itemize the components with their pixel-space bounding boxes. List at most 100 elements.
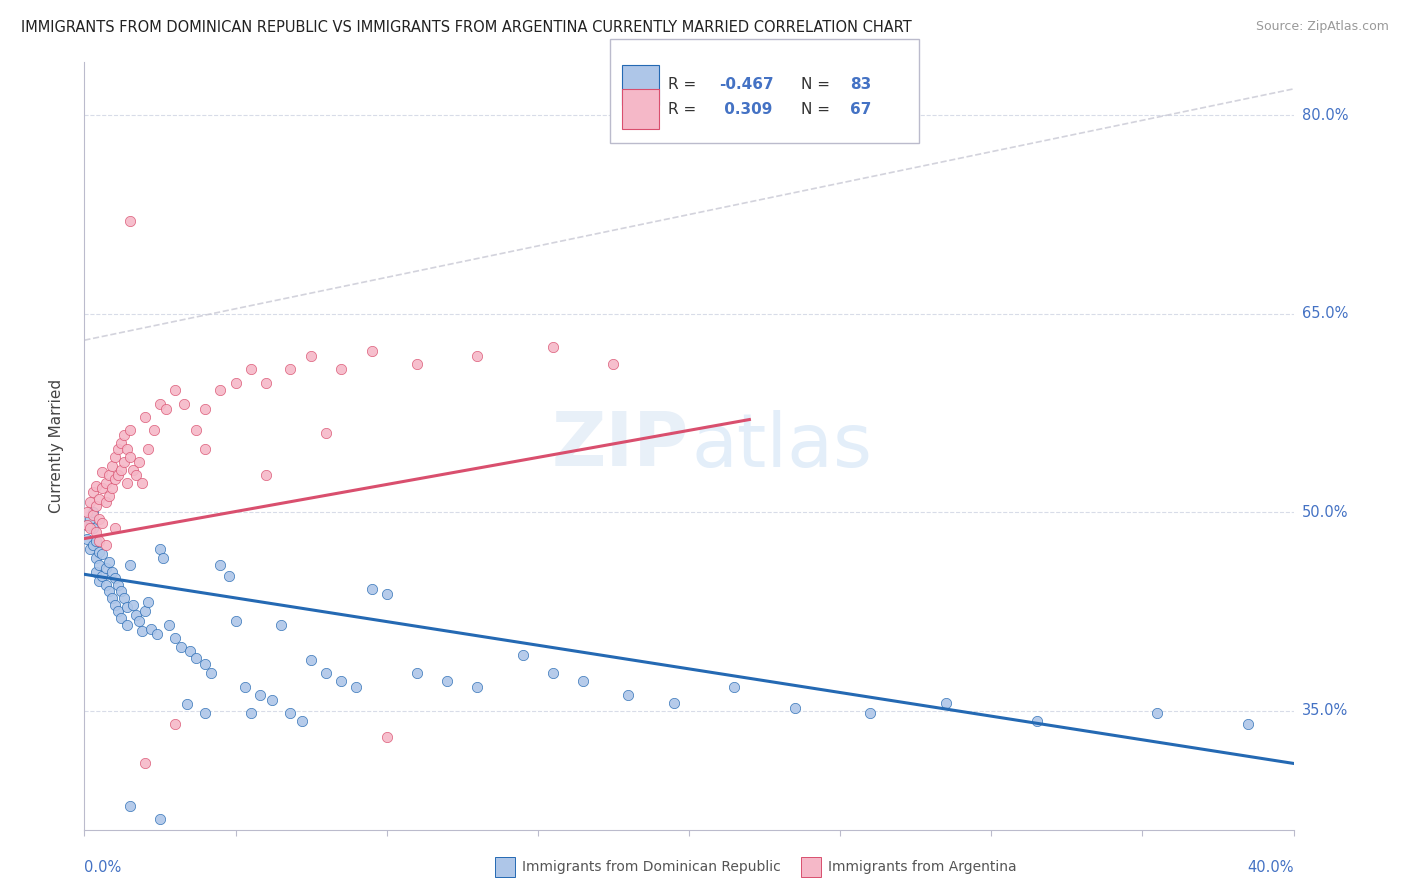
Point [91, 481, 114, 495]
Point [104, 521, 127, 535]
Point [360, 343, 382, 358]
Y-axis label: Currently Married: Currently Married [49, 379, 63, 513]
Point [406, 357, 429, 371]
Point [136, 442, 159, 456]
Point [149, 542, 172, 557]
Point [82, 505, 104, 519]
Point [1025, 714, 1047, 728]
Point [82, 521, 104, 535]
Point [299, 653, 322, 667]
Point [200, 666, 222, 681]
Text: R =: R = [668, 78, 702, 92]
Point [859, 706, 882, 721]
Point [107, 442, 129, 456]
Point [467, 680, 489, 694]
Point [209, 384, 232, 398]
Point [291, 714, 314, 728]
Point [330, 674, 353, 689]
Point [278, 362, 301, 376]
Text: 65.0%: 65.0% [1302, 306, 1348, 321]
Point [209, 558, 232, 572]
Point [170, 640, 193, 654]
Point [315, 425, 337, 440]
Point [194, 401, 217, 416]
Point [89, 534, 111, 549]
Point [375, 730, 398, 744]
Point [89, 491, 111, 506]
Point [97, 489, 120, 503]
Point [1237, 716, 1260, 731]
Text: Source: ZipAtlas.com: Source: ZipAtlas.com [1256, 20, 1389, 33]
Point [89, 545, 111, 559]
Point [76, 518, 98, 533]
Point [86, 499, 108, 513]
Point [94, 578, 117, 592]
Point [278, 706, 301, 721]
Text: atlas: atlas [692, 409, 872, 483]
Text: ZIP: ZIP [551, 409, 689, 483]
Point [165, 384, 187, 398]
Point [86, 534, 108, 549]
Point [110, 584, 132, 599]
Point [157, 617, 180, 632]
Text: 0.0%: 0.0% [84, 860, 121, 875]
Point [360, 582, 382, 596]
Text: 80.0%: 80.0% [1302, 108, 1348, 123]
Point [76, 505, 98, 519]
Point [86, 524, 108, 539]
Point [541, 340, 564, 354]
Point [89, 558, 111, 572]
Point [249, 688, 271, 702]
Point [79, 512, 101, 526]
Point [315, 666, 337, 681]
Point [94, 476, 117, 491]
Point [436, 674, 458, 689]
Point [76, 518, 98, 533]
Point [115, 442, 138, 456]
Point [617, 688, 640, 702]
Point [128, 455, 150, 469]
Point [86, 551, 108, 566]
Text: 35.0%: 35.0% [1302, 703, 1348, 718]
Point [112, 591, 135, 606]
Point [134, 409, 156, 424]
Point [541, 666, 564, 681]
Point [76, 532, 98, 546]
Point [89, 574, 111, 588]
Point [115, 600, 138, 615]
FancyBboxPatch shape [623, 89, 659, 129]
Text: 83: 83 [849, 78, 870, 92]
Point [94, 538, 117, 552]
Text: N =: N = [801, 78, 835, 92]
Point [134, 604, 156, 618]
Point [91, 516, 114, 530]
Point [194, 706, 217, 721]
Point [239, 362, 262, 376]
Point [346, 680, 368, 694]
Point [602, 357, 624, 371]
Text: -0.467: -0.467 [720, 78, 773, 92]
FancyBboxPatch shape [610, 39, 918, 143]
Point [107, 468, 129, 483]
Point [179, 644, 201, 658]
Point [270, 617, 292, 632]
Point [176, 697, 198, 711]
Point [165, 716, 187, 731]
Text: 0.309: 0.309 [720, 102, 772, 117]
Point [136, 595, 159, 609]
Point [254, 376, 277, 390]
Point [97, 584, 120, 599]
Point [330, 362, 353, 376]
Point [118, 214, 141, 228]
Point [100, 591, 122, 606]
Point [165, 631, 187, 645]
Point [935, 696, 957, 710]
Point [467, 349, 489, 363]
Point [100, 565, 122, 579]
Point [406, 666, 429, 681]
Point [82, 538, 104, 552]
Point [118, 423, 141, 437]
Point [572, 674, 595, 689]
Point [104, 598, 127, 612]
Point [125, 468, 148, 483]
